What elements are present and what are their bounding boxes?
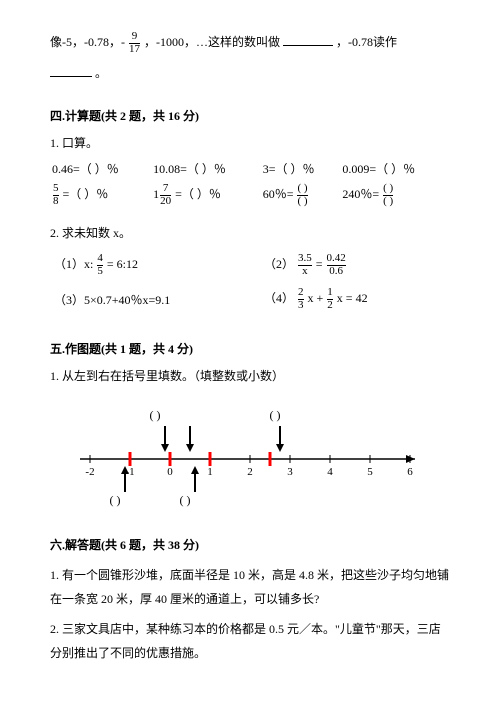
eq-cell: （2） 3.5 x = 0.42 0.6 <box>262 249 448 281</box>
intro-text-3: ，-0.78读作 <box>336 35 397 49</box>
frac-blank-1[interactable]: ( ) ( ) <box>297 183 307 207</box>
eq-cell: （1）x: 4 5 = 6:12 <box>52 249 260 281</box>
eq-cell: （3）5×0.7+40％x=9.1 <box>52 283 260 315</box>
svg-text:6: 6 <box>407 466 413 478</box>
number-line-diagram: -2-10123456( )( )( )( ) <box>80 404 420 514</box>
svg-text:3: 3 <box>287 466 293 478</box>
table-row: （3）5×0.7+40％x=9.1 （4） 2 3 x + 1 2 x = 42 <box>52 283 448 315</box>
intro-text-4: 。 <box>95 66 107 80</box>
section-5-title: 五.作图题(共 1 题，共 4 分) <box>50 340 450 357</box>
svg-text:( ): ( ) <box>110 493 121 507</box>
frac-7-20: 7 20 <box>160 183 171 207</box>
sec6-q2: 2. 三家文具店中，某种练习本的价格都是 0.5 元／本。"儿童节"那天，三店分… <box>50 617 450 665</box>
svg-text:5: 5 <box>367 466 373 478</box>
calc-cell: 5 8 =（ ）％ <box>50 180 151 210</box>
equations-table: （1）x: 4 5 = 6:12 （2） 3.5 x = 0.42 0.6 <box>50 247 450 317</box>
eq-cell: （4） 2 3 x + 1 2 x = 42 <box>262 283 448 315</box>
svg-text:0: 0 <box>167 466 173 478</box>
calc-cell: 60％= ( ) ( ) <box>261 180 341 210</box>
intro-line-1: 像-5，-0.78，- 9 17 ，-1000，…这样的数叫做 ，-0.78读作 <box>50 30 450 55</box>
sec5-q1: 1. 从左到右在括号里填数。（填整数或小数） <box>50 367 450 384</box>
section-6-title: 六.解答题(共 6 题，共 38 分) <box>50 536 450 553</box>
calc-cell: 3=（ ）％ <box>261 157 341 180</box>
frac-5-8: 5 8 <box>53 183 59 207</box>
intro-text-1: 像-5，-0.78，- <box>50 35 128 49</box>
svg-text:( ): ( ) <box>150 408 161 422</box>
section-4-title: 四.计算题(共 2 题，共 16 分) <box>50 107 450 124</box>
svg-text:1: 1 <box>207 466 213 478</box>
svg-text:2: 2 <box>247 466 253 478</box>
intro-text-2: ，-1000，…这样的数叫做 <box>144 35 280 49</box>
table-row: （1）x: 4 5 = 6:12 （2） 3.5 x = 0.42 0.6 <box>52 249 448 281</box>
intro-line-2: 。 <box>50 61 450 85</box>
svg-text:( ): ( ) <box>270 408 281 422</box>
svg-text:4: 4 <box>327 466 333 478</box>
frac-35-x: 3.5 x <box>298 253 312 277</box>
blank-fill-1[interactable] <box>283 33 333 46</box>
svg-text:( ): ( ) <box>180 493 191 507</box>
sec4-q1: 1. 口算。 <box>50 134 450 151</box>
calc-cell: 0.009=（ ）％ <box>340 157 450 180</box>
frac-blank-2[interactable]: ( ) ( ) <box>383 183 393 207</box>
frac-2-3: 2 3 <box>298 287 304 311</box>
calc-cell: 10.08=（ ）％ <box>151 157 261 180</box>
svg-text:-2: -2 <box>85 466 94 478</box>
sec4-q2: 2. 求未知数 x。 <box>50 224 450 241</box>
frac-042-06: 0.42 0.6 <box>327 253 346 277</box>
blank-fill-2[interactable] <box>50 64 92 77</box>
frac-4-5: 4 5 <box>97 253 103 277</box>
mental-calc-table: 0.46=（ ）％ 10.08=（ ）％ 3=（ ）％ 0.009=（ ）％ 5… <box>50 157 450 210</box>
calc-cell: 1 7 20 =（ ）％ <box>151 180 261 210</box>
calc-cell: 240％= ( ) ( ) <box>340 180 450 210</box>
frac-1-2: 1 2 <box>327 287 333 311</box>
calc-cell: 0.46=（ ）％ <box>50 157 151 180</box>
sec6-q1: 1. 有一个圆锥形沙堆，底面半径是 10 米，高是 4.8 米，把这些沙子均匀地… <box>50 563 450 611</box>
table-row: 5 8 =（ ）％ 1 7 20 =（ ）％ 60％= ( ) ( ) <box>50 180 450 210</box>
table-row: 0.46=（ ）％ 10.08=（ ）％ 3=（ ）％ 0.009=（ ）％ <box>50 157 450 180</box>
intro-frac: 9 17 <box>129 31 140 55</box>
number-line-svg: -2-10123456( )( )( )( ) <box>80 404 420 514</box>
